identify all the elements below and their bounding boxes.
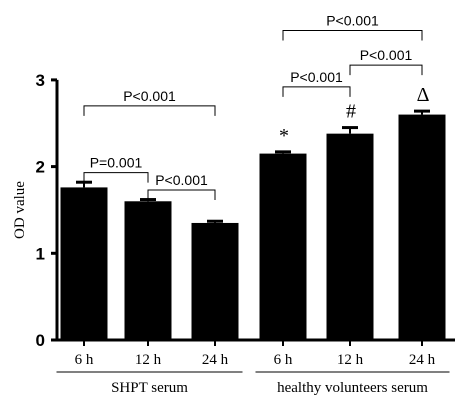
p-value-label: P<0.001: [123, 88, 176, 104]
y-tick-label: 3: [36, 71, 45, 90]
significance-bracket: [83, 105, 216, 116]
x-tick-label: 24 h: [202, 352, 229, 368]
x-tick-label: 6 h: [75, 352, 94, 368]
significance-bracket: [83, 172, 149, 183]
significance-marker: Δ: [417, 84, 430, 106]
p-value-label: P=0.001: [90, 155, 143, 171]
x-tick-label: 12 h: [135, 352, 162, 368]
bar: [60, 187, 108, 340]
x-tick-label: 12 h: [337, 352, 364, 368]
significance-bracket: [282, 29, 423, 41]
significance-marker: #: [346, 101, 356, 123]
bar: [124, 201, 172, 340]
p-value-label: P<0.001: [360, 47, 413, 63]
significance-marker: *: [279, 125, 289, 147]
group-label: SHPT serum: [111, 380, 188, 396]
p-value-label: P<0.001: [326, 12, 379, 28]
x-tick-label: 24 h: [409, 352, 436, 368]
significance-bracket: [282, 86, 351, 97]
y-tick-label: 1: [36, 244, 45, 263]
group-label: healthy volunteers serum: [277, 380, 428, 396]
bar: [326, 133, 374, 340]
bar: [259, 153, 307, 340]
y-tick-label: 2: [36, 158, 45, 177]
x-tick-label: 6 h: [274, 352, 293, 368]
bar: [398, 114, 446, 340]
y-axis-label: OD value: [12, 181, 28, 239]
plot-area: 0 1 2 3 6 h 12 h 24 h 6 h * 12 h #24 h Δ SHPT serum h…: [36, 12, 455, 396]
p-value-label: P<0.001: [155, 172, 208, 188]
y-tick-label: 0: [36, 331, 45, 350]
significance-bracket: [349, 64, 423, 76]
significance-bracket: [147, 189, 216, 201]
bar: [191, 222, 239, 340]
p-value-label: P<0.001: [290, 69, 343, 85]
